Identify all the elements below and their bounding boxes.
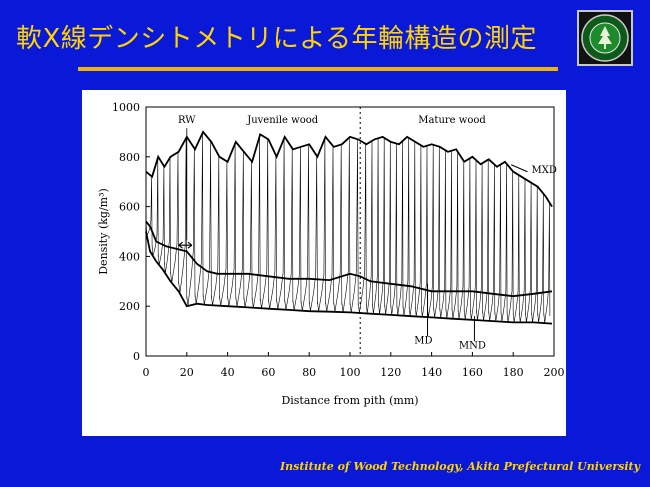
title-underline — [78, 67, 558, 71]
slide-title: 軟X線デンシトメトリによる年輪構造の測定 — [16, 24, 538, 54]
x-tick-label: 60 — [261, 366, 275, 379]
x-tick-label: 100 — [340, 366, 361, 379]
y-tick-label: 600 — [119, 201, 140, 214]
x-tick-label: 200 — [544, 366, 565, 379]
y-tick-label: 0 — [133, 350, 140, 363]
x-tick-label: 120 — [380, 366, 401, 379]
rw-width-arrow — [178, 241, 193, 249]
x-tick-label: 160 — [462, 366, 483, 379]
x-tick-label: 180 — [503, 366, 524, 379]
y-axis-label: Density (kg/m³) — [97, 188, 110, 275]
envelope-series — [145, 130, 553, 325]
y-tick-label: 400 — [119, 250, 140, 263]
density-chart: 0 20 40 60 80 100 120 140 160 180 200 0 200 400 600 800… — [97, 101, 565, 407]
logo-emblem-icon — [581, 14, 629, 62]
x-tick-label: 0 — [143, 366, 150, 379]
series-line-md — [145, 220, 553, 298]
tick-labels: 0 20 40 60 80 100 120 140 160 180 200 0 200 400 600 800… — [97, 101, 565, 407]
rw-label: RW — [178, 115, 196, 126]
mxd-label: MXD — [532, 165, 557, 176]
density-profile-line — [145, 133, 551, 324]
university-logo — [577, 10, 633, 66]
series-line-mxd — [145, 130, 553, 208]
y-tick-label: 200 — [119, 300, 140, 313]
chart-panel: 0 20 40 60 80 100 120 140 160 180 200 0 200 400 600 800… — [82, 90, 566, 436]
institution-footer: Institute of Wood Technology, Akita Pref… — [280, 460, 640, 473]
chart-axes — [145, 106, 555, 357]
x-tick-label: 20 — [180, 366, 194, 379]
plot-frame — [145, 106, 555, 357]
x-axis-label: Distance from pith (mm) — [281, 394, 418, 407]
chart-annotations: Juvenile wood Mature wood RW MXD MD MND — [178, 115, 557, 351]
mature-wood-label: Mature wood — [418, 115, 486, 126]
x-tick-label: 80 — [302, 366, 316, 379]
y-tick-label: 1000 — [112, 101, 140, 114]
juvenile-wood-label: Juvenile wood — [246, 115, 319, 126]
mnd-label: MND — [459, 341, 486, 352]
y-tick-label: 800 — [119, 151, 140, 164]
x-tick-label: 140 — [421, 366, 442, 379]
mxd-pointer — [510, 164, 528, 173]
md-label: MD — [414, 336, 432, 347]
x-tick-label: 40 — [221, 366, 235, 379]
series-line-mnd — [145, 231, 553, 325]
density-profile-series — [145, 133, 551, 324]
